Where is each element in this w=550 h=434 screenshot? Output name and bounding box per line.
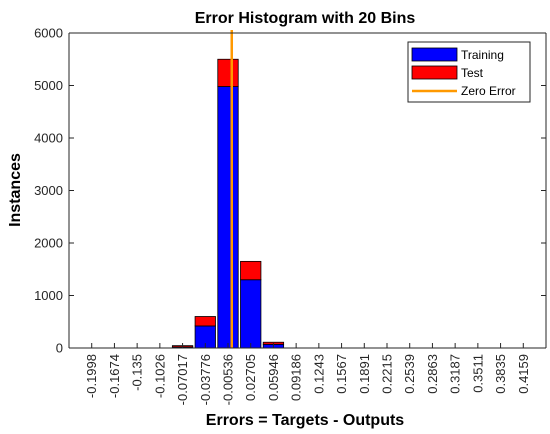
x-tick-label-13: 0.2215 bbox=[380, 354, 395, 394]
x-tick-label-8: 0.05946 bbox=[266, 354, 281, 401]
x-axis-title: Errors = Targets - Outputs bbox=[206, 412, 405, 429]
x-tick-label-2: -0.135 bbox=[130, 354, 145, 391]
legend-swatch-test bbox=[411, 65, 458, 80]
x-tick-label-14: 0.2539 bbox=[402, 354, 417, 394]
x-tick-label-7: 0.02705 bbox=[243, 354, 258, 401]
bar-test-6 bbox=[217, 58, 239, 87]
bar-test-5 bbox=[194, 316, 216, 327]
x-tick-label-4: -0.07017 bbox=[175, 354, 190, 405]
chart-title: Error Histogram with 20 Bins bbox=[195, 10, 416, 27]
x-tick-label-10: 0.1243 bbox=[311, 354, 326, 394]
y-tick-label-0: 0 bbox=[56, 341, 63, 356]
bar-training-6 bbox=[217, 86, 239, 349]
x-tick-label-17: 0.3511 bbox=[470, 354, 485, 393]
x-tick-label-18: 0.3835 bbox=[493, 354, 508, 394]
bar-test-7 bbox=[240, 260, 262, 281]
y-tick-label-5: 5000 bbox=[34, 78, 63, 93]
x-tick-label-11: 0.1567 bbox=[334, 354, 349, 394]
legend-swatch-training bbox=[411, 47, 458, 62]
x-tick-label-19: 0.4159 bbox=[516, 354, 531, 394]
y-tick-label-1: 1000 bbox=[34, 288, 63, 303]
legend-label-test: Test bbox=[461, 66, 484, 80]
x-tick-label-5: -0.03776 bbox=[198, 354, 213, 405]
x-tick-label-15: 0.2863 bbox=[425, 354, 440, 394]
x-tick-label-6: -0.00536 bbox=[221, 354, 236, 405]
x-ticks: -0.1998 -0.1674 -0.135 -0.1026 -0.07017 -0.03… bbox=[84, 343, 531, 405]
y-ticks: 0 1000 2000 3000 4000 5000 6000 bbox=[34, 26, 546, 356]
y-tick-label-3: 3000 bbox=[34, 183, 63, 198]
bar-training-7 bbox=[240, 279, 262, 349]
x-tick-label-12: 0.1891 bbox=[357, 354, 372, 394]
legend-label-zero-error: Zero Error bbox=[461, 84, 516, 98]
legend-label-training: Training bbox=[461, 48, 504, 62]
x-tick-label-16: 0.3187 bbox=[448, 354, 463, 394]
x-tick-label-9: 0.09186 bbox=[289, 354, 304, 401]
y-tick-label-6: 6000 bbox=[34, 26, 63, 41]
x-tick-label-3: -0.1026 bbox=[152, 354, 167, 398]
x-tick-label-1: -0.1674 bbox=[107, 354, 122, 398]
legend: Training Test Zero Error bbox=[407, 41, 531, 103]
y-axis-title: Instances bbox=[7, 153, 24, 227]
y-tick-label-4: 4000 bbox=[34, 131, 63, 146]
y-tick-label-2: 2000 bbox=[34, 236, 63, 251]
x-tick-label-0: -0.1998 bbox=[84, 354, 99, 398]
